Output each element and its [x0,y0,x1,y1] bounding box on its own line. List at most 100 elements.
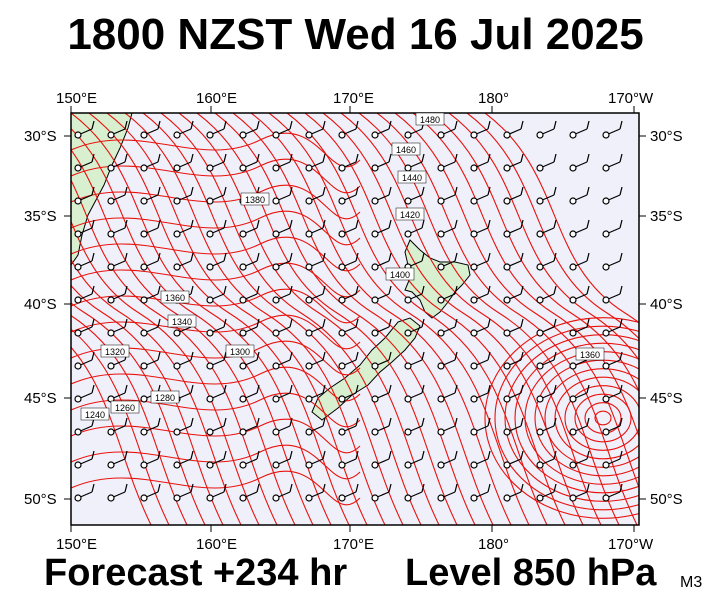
wind-barb [371,318,392,337]
wind-barb [602,417,623,436]
wind-barb [536,483,557,502]
wind-barb [470,417,491,436]
contour-label: 1480 [415,112,445,126]
lat-label-left-45: 45°S [24,390,57,407]
level-label: Level 850 hPa [405,552,657,594]
contour-label: 1260 [110,400,140,414]
wind-barb [569,120,590,139]
wind-barb [602,450,623,469]
low-contour-ring [564,385,639,451]
wind-barb [371,252,392,271]
wind-barb [74,219,95,238]
wind-barb [140,450,161,469]
wind-barb [107,252,128,271]
wind-barb [437,252,458,271]
wind-barb [206,252,227,271]
contour-line [71,315,188,525]
low-contour-ring [554,376,639,460]
wind-barb [107,219,128,238]
contour-label: 1400 [385,267,415,281]
wind-barb [503,384,524,403]
wind-barb [206,384,227,403]
lon-label-top-170: 170°E [333,90,375,107]
contour-line [71,258,242,525]
wind-barb [239,450,260,469]
wind-barb [503,120,524,139]
wind-barb [74,483,95,502]
wind-barb [272,417,293,436]
wind-barb [569,153,590,172]
wind-barb [107,450,128,469]
wind-barb [404,384,425,403]
contour-line [448,113,639,362]
contour-line [286,113,548,525]
wind-barb [569,252,590,271]
wind-barb [107,417,128,436]
wind-barb [536,186,557,205]
wind-barbs [74,120,623,502]
low-contour-ring [484,317,639,519]
wind-barb [140,252,161,271]
contour-line [71,418,361,454]
wind-barb [206,186,227,205]
contour-line [71,128,314,525]
wind-barb [305,351,326,370]
svg-text:1380: 1380 [245,195,265,205]
wind-barb [74,384,95,403]
wind-barb [470,252,491,271]
wind-barb [173,153,194,172]
wind-barb [503,483,524,502]
wind-barb [140,186,161,205]
contour-line [430,113,639,393]
wind-barb [404,153,425,172]
wind-barb [536,384,557,403]
contour-line [71,210,361,246]
wind-barb [569,219,590,238]
wind-barb [437,417,458,436]
contour-line [304,113,566,525]
wind-barb [602,384,623,403]
contour-line [394,113,639,489]
wind-barb [503,153,524,172]
wind-barb [173,483,194,502]
contour-line [71,113,332,525]
lon-label-bottom-170: 170°E [333,536,375,553]
wind-barb [470,285,491,304]
wind-barb [470,186,491,205]
wind-barb [371,351,392,370]
contour-line [466,113,639,340]
wind-barb [239,153,260,172]
wind-barb [338,384,359,403]
wind-barb [371,450,392,469]
contour-line [71,220,260,525]
wind-barb [272,252,293,271]
contour-line [88,113,350,525]
wind-barb [437,153,458,172]
svg-text:1320: 1320 [105,347,125,357]
wind-barb [569,450,590,469]
contour-line [71,392,361,428]
contour-line [178,113,440,525]
wind-barb [536,417,557,436]
wind-barb [272,351,293,370]
wind-barb [206,351,227,370]
wind-barb [338,186,359,205]
contour-line [196,113,458,525]
wind-barb [305,120,326,139]
contour-line [71,179,278,525]
wind-barb [536,450,557,469]
wind-barb [503,252,524,271]
wind-barb [371,219,392,238]
wind-barb [338,285,359,304]
wind-barb [206,219,227,238]
wind-barb [140,153,161,172]
wind-barb [536,351,557,370]
contour-label: 1240 [80,407,110,421]
wind-barb [569,417,590,436]
low-contour-ring [544,368,639,468]
wind-barb [536,318,557,337]
low-contour-ring [514,342,639,494]
wind-barb [404,417,425,436]
wind-barb [437,384,458,403]
contour-label: 1360 [160,290,190,304]
